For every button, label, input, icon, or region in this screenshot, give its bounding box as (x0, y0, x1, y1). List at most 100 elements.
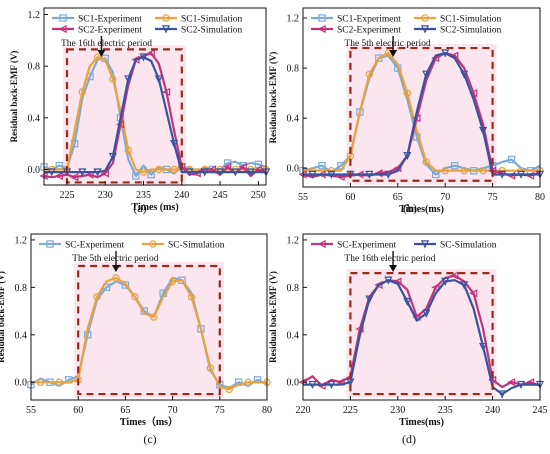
legend-label: SC-Experiment (65, 241, 124, 251)
plot-frame (302, 233, 541, 401)
data-point (93, 53, 102, 61)
series-line (302, 54, 541, 176)
legend-marker (421, 14, 429, 22)
data-point (365, 295, 374, 304)
x-tick-label: 230 (98, 190, 113, 201)
legend-label: SC2-Simulation (440, 26, 501, 36)
legend-marker (420, 25, 430, 34)
subfigure-label: (a) (133, 201, 146, 215)
subfigure-label: (c) (143, 432, 156, 446)
data-point (70, 173, 79, 182)
data-point (225, 385, 233, 394)
period-window (77, 264, 221, 396)
data-point (108, 152, 117, 162)
x-tick-label: 55 (26, 405, 36, 416)
x-axis-label: Times(ms) (399, 417, 444, 428)
data-point (308, 170, 317, 179)
annotation-label: The 16th electric period (61, 39, 152, 49)
plot-frame (43, 7, 267, 186)
data-point (441, 49, 450, 58)
data-point (168, 277, 177, 286)
data-point (206, 364, 215, 372)
data-point (479, 167, 487, 175)
data-point (318, 162, 326, 170)
data-point (403, 89, 411, 97)
legend-marker (162, 14, 170, 22)
x-axis-label: Times (ms) (131, 202, 178, 213)
x-axis-label: Times(ms) (399, 204, 444, 215)
data-point (441, 167, 449, 175)
x-tick-label: 225 (343, 405, 358, 416)
data-point (223, 162, 232, 171)
y-axis-label: Residual back-EMF (V) (268, 52, 278, 144)
data-point (78, 88, 86, 96)
data-point (244, 378, 252, 386)
data-point (170, 139, 179, 149)
data-point (238, 162, 247, 171)
legend-label: SC2-Experiment (337, 26, 401, 36)
subplot-a: 225 230 235 240 245 250 0.0 0.4 0.8 1.2 Times (ms)… (9, 7, 271, 215)
x-tick-label: 80 (262, 405, 272, 416)
data-point (155, 165, 163, 174)
series-line (43, 52, 267, 179)
highlight-glow (346, 269, 497, 399)
series-line (31, 276, 267, 391)
data-point (488, 375, 497, 384)
plot-frame (302, 7, 541, 188)
legend-label: SC-Simulation (440, 241, 497, 251)
legend: SC1-Experiment SC1-Simulation SC2-Experime… (52, 14, 242, 36)
data-point (150, 313, 158, 321)
data-point (507, 155, 516, 164)
data-point (93, 168, 102, 177)
data-point (78, 168, 87, 177)
data-point (55, 378, 64, 386)
y-tick-label: 0.4 (28, 113, 41, 124)
x-tick-label: 235 (438, 405, 453, 416)
x-tick-label: 225 (59, 190, 74, 201)
x-tick-label: 75 (488, 192, 498, 203)
data-point (170, 165, 178, 174)
data-point (355, 324, 364, 333)
x-tick-label: 60 (345, 192, 355, 203)
data-point (375, 54, 383, 62)
data-point (431, 283, 440, 292)
y-tick-label: 0.0 (287, 164, 300, 175)
data-point (109, 75, 117, 83)
data-point (112, 274, 120, 282)
legend-marker (318, 14, 326, 22)
x-tick-label: 65 (120, 405, 130, 416)
highlight-glow (62, 45, 186, 187)
period-window (65, 48, 183, 184)
y-tick-label: 0.0 (15, 378, 28, 389)
data-point (498, 170, 507, 179)
legend-label: SC1-Experiment (337, 15, 401, 25)
x-tick-label: 230 (390, 405, 405, 416)
data-point (450, 271, 459, 280)
data-point (498, 390, 507, 399)
y-tick-label: 0.8 (287, 283, 300, 294)
legend-marker (317, 24, 326, 34)
annotation-arrowhead (389, 265, 398, 272)
data-point (185, 168, 194, 177)
data-point (384, 170, 393, 179)
series-line (302, 51, 541, 179)
data-point (479, 342, 488, 352)
data-point (460, 281, 469, 290)
y-tick-label: 0.0 (28, 165, 41, 176)
legend-label: SC-Simulation (168, 241, 225, 251)
legend-label: SC-Experiment (337, 241, 396, 251)
y-tick-label: 1.2 (28, 10, 41, 21)
data-point (147, 170, 155, 179)
y-tick-label: 1.2 (287, 235, 300, 246)
subfigure-label: (b) (403, 201, 417, 215)
x-tick-label: 80 (535, 192, 545, 203)
y-tick-label: 1.2 (287, 14, 300, 25)
y-axis-label: Residual back-EMF (V) (268, 271, 278, 363)
x-tick-label: 235 (136, 190, 151, 201)
x-tick-label: 250 (251, 190, 266, 201)
x-tick-label: 65 (393, 192, 403, 203)
highlight-glow (74, 262, 224, 399)
legend-marker (317, 239, 326, 249)
legend-marker (58, 24, 67, 34)
y-tick-label: 0.4 (15, 330, 28, 341)
